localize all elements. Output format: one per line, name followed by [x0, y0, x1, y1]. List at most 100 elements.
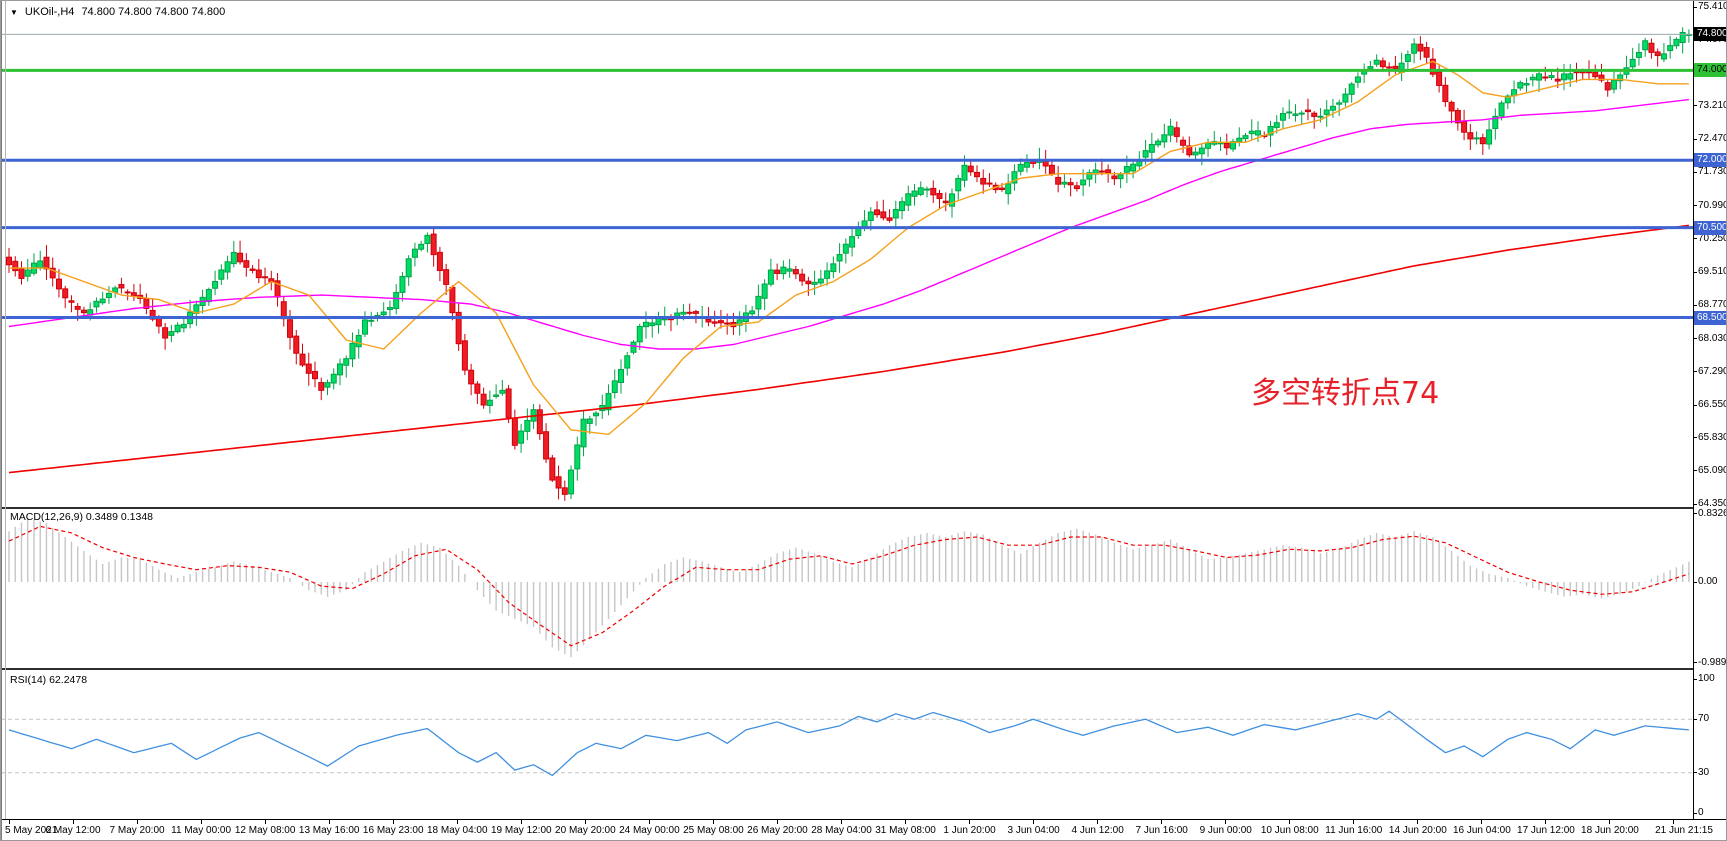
time-tick — [1609, 820, 1610, 824]
time-tick — [1417, 820, 1418, 824]
price-tick — [1694, 504, 1697, 505]
panel-resize-handle-macd[interactable] — [1, 507, 1726, 509]
time-axis-label: 16 May 23:00 — [362, 825, 424, 836]
macd-label: MACD(12,26,9) 0.3489 0.1348 — [10, 511, 154, 523]
time-axis-label: 4 Jun 12:00 — [1071, 825, 1124, 836]
time-tick — [201, 820, 202, 824]
price-tick — [1694, 338, 1697, 339]
time-axis-label: 5 May 2021 — [5, 825, 58, 836]
price-tick — [1694, 7, 1697, 8]
time-tick — [1097, 820, 1098, 824]
blue-level-badge-685: 68.500 — [1694, 310, 1726, 325]
time-axis-label: 18 Jun 20:00 — [1581, 825, 1639, 836]
price-axis-label: 75.410 — [1698, 1, 1727, 12]
ma-mid-line — [8, 98, 1689, 350]
rsi-panel: RSI(14) 62.2478 — [1, 671, 1693, 819]
price-axis-label: 70.990 — [1698, 199, 1727, 211]
macd-axis-label: -0.9897 — [1698, 656, 1727, 668]
time-axis-label: 13 May 16:00 — [298, 825, 360, 836]
time-axis-label: 11 May 00:00 — [171, 825, 232, 836]
ohlc-values: 74.800 74.800 74.800 74.800 — [81, 6, 226, 18]
price-tick — [1694, 139, 1697, 140]
rsi-axis-label: 30 — [1698, 766, 1710, 778]
symbol-dropdown-icon[interactable]: ▼ — [10, 7, 18, 17]
time-axis-label: 9 Jun 00:00 — [1199, 825, 1252, 836]
time-tick — [1161, 820, 1162, 824]
price-tick — [1694, 305, 1697, 306]
time-tick — [1481, 820, 1482, 824]
price-tick — [1694, 405, 1697, 406]
time-tick — [457, 820, 458, 824]
price-tick — [1694, 470, 1697, 471]
macd-histogram — [8, 518, 1690, 658]
time-axis-label: 7 May 20:00 — [109, 825, 165, 836]
symbol-period-label: UKOil-,H4 — [24, 6, 75, 18]
time-tick — [1225, 820, 1226, 824]
rsi-axis-label: 100 — [1698, 673, 1715, 684]
price-tick — [1694, 813, 1697, 814]
time-axis-label: 6 May 12:00 — [45, 825, 101, 836]
annotation-text: 多空转折点74 — [1251, 376, 1440, 411]
time-tick — [73, 820, 74, 824]
macd-axis-label: 0.8326 — [1698, 507, 1727, 519]
price-axis-label: 69.510 — [1698, 266, 1727, 278]
time-axis-label: 1 Jun 20:00 — [943, 825, 996, 836]
time-tick — [1033, 820, 1034, 824]
price-axis-label: 70.250 — [1698, 232, 1727, 244]
rsi-line — [8, 710, 1689, 777]
time-tick — [841, 820, 842, 824]
time-tick — [585, 820, 586, 824]
time-axis-label: 17 Jun 12:00 — [1517, 825, 1575, 836]
price-tick — [1694, 662, 1697, 663]
price-axis-label: 73.210 — [1698, 99, 1727, 111]
blue-level-badge-705: 70.500 — [1694, 220, 1726, 235]
price-tick — [1694, 719, 1697, 720]
candles-group — [6, 27, 1692, 501]
time-axis-label: 14 Jun 20:00 — [1388, 825, 1447, 836]
time-axis-label: 12 May 08:00 — [234, 825, 296, 836]
price-tick — [1694, 371, 1697, 372]
ma-slow-line — [8, 224, 1690, 474]
price-axis-label: 64.350 — [1698, 498, 1727, 510]
time-tick — [1545, 820, 1546, 824]
blue-level-badge-72: 72.000 — [1694, 153, 1726, 168]
green-level-badge: 74.000 — [1694, 63, 1726, 78]
price-axis-label: 71.730 — [1698, 166, 1727, 178]
price-axis[interactable]: 75.41074.67073.93073.21072.47071.73070.9… — [1693, 1, 1727, 819]
time-tick — [137, 820, 138, 824]
candlestick-chart-surface[interactable] — [1, 1, 1693, 507]
chart-left-gutter — [5, 1, 6, 819]
price-axis-label: 65.830 — [1698, 431, 1727, 443]
window-left-edge — [1, 1, 2, 840]
macd-axis-label: 0.00 — [1698, 576, 1718, 587]
time-axis-label: 11 Jun 16:00 — [1325, 825, 1383, 836]
time-axis-label: 21 Jun 21:15 — [1655, 825, 1713, 836]
macd-chart-surface[interactable] — [1, 510, 1693, 668]
macd-panel: MACD(12,26,9) 0.3489 0.1348 — [1, 510, 1693, 668]
time-tick — [969, 820, 970, 824]
price-tick — [1694, 172, 1697, 173]
panel-resize-handle-rsi[interactable] — [1, 668, 1726, 670]
rsi-chart-surface[interactable] — [1, 671, 1693, 819]
time-tick — [649, 820, 650, 824]
time-tick — [1353, 820, 1354, 824]
price-tick — [1694, 513, 1697, 514]
price-tick — [1694, 679, 1697, 680]
time-tick — [1673, 820, 1674, 824]
price-tick — [1694, 205, 1697, 206]
price-tick — [1694, 582, 1697, 583]
time-axis-label: 19 May 12:00 — [490, 825, 552, 836]
time-axis-label: 18 May 04:00 — [426, 825, 488, 836]
price-tick — [1694, 772, 1697, 773]
time-axis[interactable]: 5 May 2021 6 May 12:00 7 May 20:00 11 May 0… — [1, 819, 1726, 840]
time-axis-label: 3 Jun 04:00 — [1007, 825, 1060, 836]
time-tick — [1289, 820, 1290, 824]
macd-signal-line — [8, 525, 1690, 647]
time-tick — [521, 820, 522, 824]
time-axis-label: 20 May 20:00 — [555, 825, 616, 836]
time-tick — [713, 820, 714, 824]
time-tick — [265, 820, 266, 824]
price-axis-label: 66.550 — [1698, 399, 1727, 411]
time-axis-label: 26 May 20:00 — [747, 825, 808, 836]
